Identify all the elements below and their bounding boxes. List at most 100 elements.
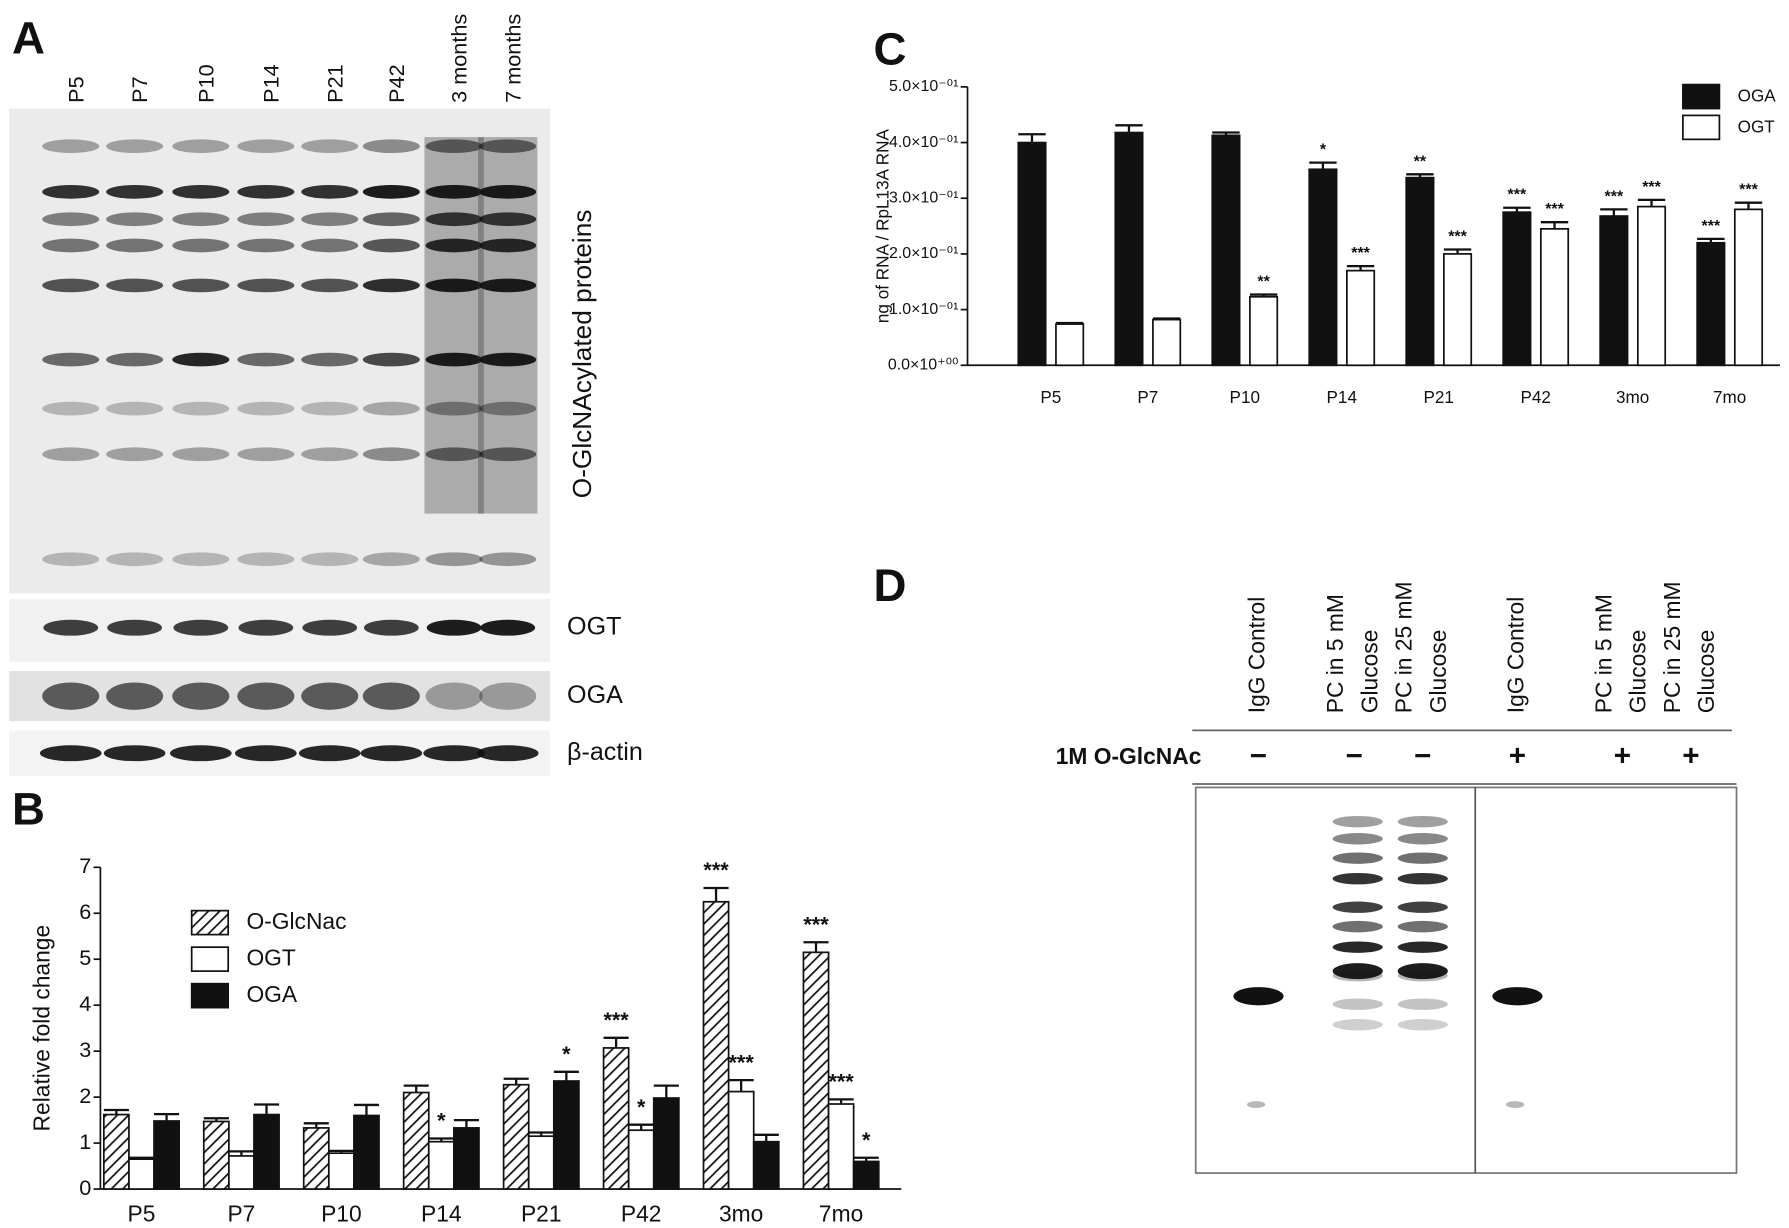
band xyxy=(362,185,420,199)
bar xyxy=(1114,131,1144,367)
treatment-sign: + xyxy=(1614,740,1631,773)
band xyxy=(39,745,102,762)
panel-label: C xyxy=(873,24,906,75)
significance-label: *** xyxy=(1605,188,1624,205)
error-bar xyxy=(1637,198,1666,207)
bar xyxy=(502,1083,530,1190)
band xyxy=(479,238,537,253)
band xyxy=(106,401,164,416)
legend-label: OGA xyxy=(1738,87,1777,106)
bar xyxy=(1211,134,1241,367)
band xyxy=(106,185,164,199)
blot-frame xyxy=(1194,786,1738,1174)
band-label: OGT xyxy=(567,612,621,640)
band xyxy=(360,745,423,762)
bar xyxy=(1346,269,1376,367)
x-tick-label: 7mo xyxy=(1713,388,1746,407)
x-tick-label: P5 xyxy=(1040,388,1061,407)
x-tick-label: P21 xyxy=(521,1200,562,1226)
error-bar xyxy=(703,886,729,902)
band xyxy=(425,278,483,293)
y-axis-label: ng of RNA / RpL13A RNA xyxy=(874,128,893,323)
bar xyxy=(552,1080,580,1190)
band xyxy=(479,352,537,367)
band xyxy=(362,278,420,293)
significance-label: * xyxy=(1320,142,1327,159)
y-tick-label: 0.0×10⁺⁰⁰ xyxy=(888,356,959,373)
band xyxy=(1332,901,1383,913)
error-bar xyxy=(853,1156,879,1162)
band xyxy=(301,682,359,710)
error-bar xyxy=(328,1149,354,1154)
band xyxy=(42,401,100,416)
band xyxy=(172,139,230,154)
band xyxy=(301,212,359,227)
y-tick-label: 2 xyxy=(79,1083,91,1108)
band xyxy=(237,682,295,710)
band xyxy=(1397,833,1448,845)
band xyxy=(479,401,537,416)
y-tick-label: 5.0×10⁻⁰¹ xyxy=(889,78,958,95)
x-tick-label: P7 xyxy=(227,1200,255,1226)
band xyxy=(1397,1019,1448,1031)
band xyxy=(301,401,359,416)
x-tick-label: 3mo xyxy=(1616,388,1649,407)
band-label: O-GlcNAcylated proteins xyxy=(567,210,597,499)
lane-label: P10 xyxy=(193,64,218,103)
band xyxy=(1332,998,1383,1010)
band xyxy=(479,447,537,462)
significance-label: *** xyxy=(603,1007,629,1032)
error-bar xyxy=(303,1122,329,1128)
significance-label: *** xyxy=(828,1069,854,1094)
band xyxy=(479,185,537,199)
error-bar xyxy=(603,1036,629,1048)
band xyxy=(1397,941,1448,953)
y-tick-label: 2.0×10⁻⁰¹ xyxy=(889,245,958,262)
error-bar xyxy=(453,1118,479,1128)
significance-label: *** xyxy=(803,911,829,936)
error-bar xyxy=(1055,321,1084,325)
error-bar xyxy=(553,1070,579,1082)
band xyxy=(106,238,164,253)
error-bar xyxy=(628,1123,654,1131)
band xyxy=(1397,963,1448,980)
bar xyxy=(1696,241,1726,367)
band xyxy=(42,212,100,227)
error-bar xyxy=(103,1108,129,1115)
legend-swatch xyxy=(190,909,230,936)
treatment-label: 1M O-GlcNAc xyxy=(1056,743,1202,769)
bar xyxy=(427,1140,455,1190)
x-tick-label: P10 xyxy=(1230,388,1260,407)
band xyxy=(237,139,295,154)
band xyxy=(301,278,359,293)
bar xyxy=(453,1127,480,1190)
y-tick-label: 4.0×10⁻⁰¹ xyxy=(889,134,958,151)
lane-label: 3 months xyxy=(447,14,472,103)
legend-label: OGT xyxy=(1738,117,1776,136)
y-tick-label: 1 xyxy=(79,1129,91,1154)
band xyxy=(425,447,483,462)
band xyxy=(42,139,100,154)
band xyxy=(172,552,230,567)
column-label: Glucose xyxy=(1625,630,1651,714)
column-label: Glucose xyxy=(1425,630,1451,714)
band xyxy=(106,139,164,154)
band xyxy=(362,447,420,462)
error-bar xyxy=(1115,124,1143,133)
x-tick-label: P7 xyxy=(1137,388,1158,407)
bar xyxy=(627,1129,655,1190)
y-tick-label: 0 xyxy=(79,1175,91,1200)
band xyxy=(1397,852,1448,864)
band xyxy=(42,447,100,462)
x-tick-label: 7mo xyxy=(819,1200,863,1226)
significance-label: * xyxy=(637,1094,646,1119)
x-tick-label: 3mo xyxy=(719,1200,763,1226)
error-bar xyxy=(1697,237,1725,243)
bar xyxy=(253,1113,280,1190)
band-label: β-actin xyxy=(567,738,643,766)
error-bar xyxy=(728,1078,754,1092)
bar xyxy=(827,1103,855,1190)
significance-label: *** xyxy=(1508,187,1527,204)
band xyxy=(42,238,100,253)
